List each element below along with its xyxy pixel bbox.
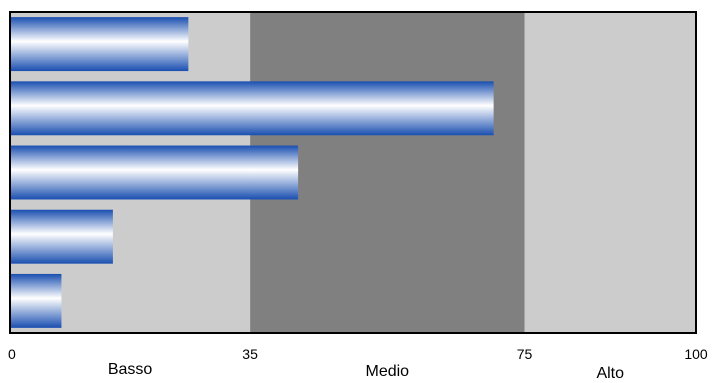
x-tick-label: 0 [8,346,16,362]
bar-3 [10,145,299,200]
band-label-medio: Medio [366,363,410,380]
plot-frame [9,11,697,334]
bars [10,17,494,328]
band-labels: Basso Medio Alto [108,361,624,382]
bar-1 [10,17,189,72]
x-axis-ticks: 0 35 75 100 [8,346,708,362]
bar-4 [10,209,113,264]
bar-2 [10,81,494,136]
band-label-basso: Basso [108,361,153,378]
band-label-alto: Alto [596,365,624,382]
bar-5 [10,273,62,328]
band-alto [524,12,696,333]
x-tick-label: 100 [684,346,708,362]
x-tick-label: 75 [517,346,533,362]
x-tick-label: 35 [242,346,258,362]
